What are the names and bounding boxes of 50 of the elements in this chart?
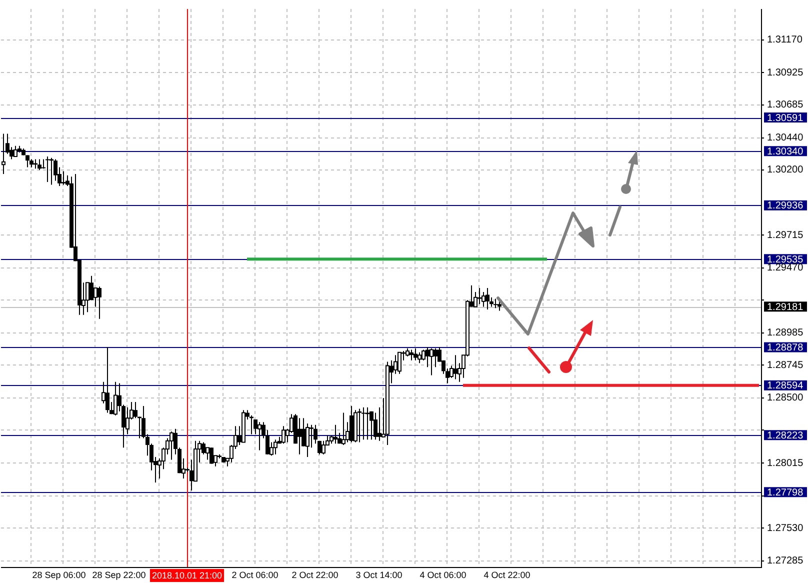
ref-line-label: 1.29181 <box>767 302 804 313</box>
ref-line-label: 1.27798 <box>767 487 804 498</box>
y-tick-label: 1.29470 <box>767 262 804 274</box>
candlestick <box>366 406 370 440</box>
x-tick-label: 3 Oct 14:00 <box>356 570 402 580</box>
x-tick-label: 28 Sep 06:00 <box>32 570 86 580</box>
y-tick-label: 1.30200 <box>767 164 804 176</box>
candlestick <box>38 158 42 170</box>
candlestick <box>298 418 302 455</box>
ref-line-label: 1.30340 <box>767 146 804 158</box>
ref-line-label: 1.28223 <box>767 430 804 442</box>
candlestick <box>454 354 458 380</box>
x-tick-label: 2 Oct 22:00 <box>292 570 338 580</box>
candlestick <box>310 424 314 448</box>
y-tick-label: 1.28745 <box>767 360 804 371</box>
candlestick <box>370 410 374 440</box>
candlestick <box>410 349 414 361</box>
y-tick-label: 1.28500 <box>767 392 804 404</box>
x-tick-label: 4 Oct 22:00 <box>484 570 530 580</box>
y-tick-label: 1.30925 <box>767 67 804 78</box>
ref-line-label: 1.28594 <box>767 380 804 392</box>
y-tick-label: 1.27530 <box>767 522 804 534</box>
x-tick-label: 2 Oct 06:00 <box>232 570 278 580</box>
candlestick <box>434 348 438 368</box>
candlestick <box>426 346 430 368</box>
candlestick <box>414 348 418 361</box>
candlestick <box>26 154 30 168</box>
candlestick <box>50 157 54 186</box>
candlestick <box>362 406 366 440</box>
candlestick <box>134 402 138 419</box>
candlestick <box>98 286 102 320</box>
candlestick <box>486 288 490 310</box>
y-tick-label: 1.27285 <box>767 556 804 567</box>
y-tick-label: 1.29715 <box>767 230 804 241</box>
ref-line-label: 1.28878 <box>767 342 804 354</box>
ref-line-label: 1.29936 <box>767 200 804 212</box>
y-tick-label: 1.31170 <box>767 34 803 46</box>
x-tick-label: 28 Sep 22:00 <box>92 570 146 580</box>
y-tick-label: 1.30440 <box>767 132 804 144</box>
candlestick <box>106 346 110 414</box>
ref-line-label: 1.30591 <box>767 112 804 124</box>
x-tick-label: 2018.10.01 21:00 <box>152 570 222 580</box>
candlestick <box>62 170 66 186</box>
candlestick <box>46 156 50 183</box>
y-tick-label: 1.30685 <box>767 100 804 111</box>
candlestick <box>494 298 498 309</box>
candlestick <box>334 424 338 444</box>
y-tick-label: 1.28015 <box>767 458 804 469</box>
x-tick-label: 4 Oct 06:00 <box>420 570 466 580</box>
y-tick-label: 1.28985 <box>767 328 804 339</box>
